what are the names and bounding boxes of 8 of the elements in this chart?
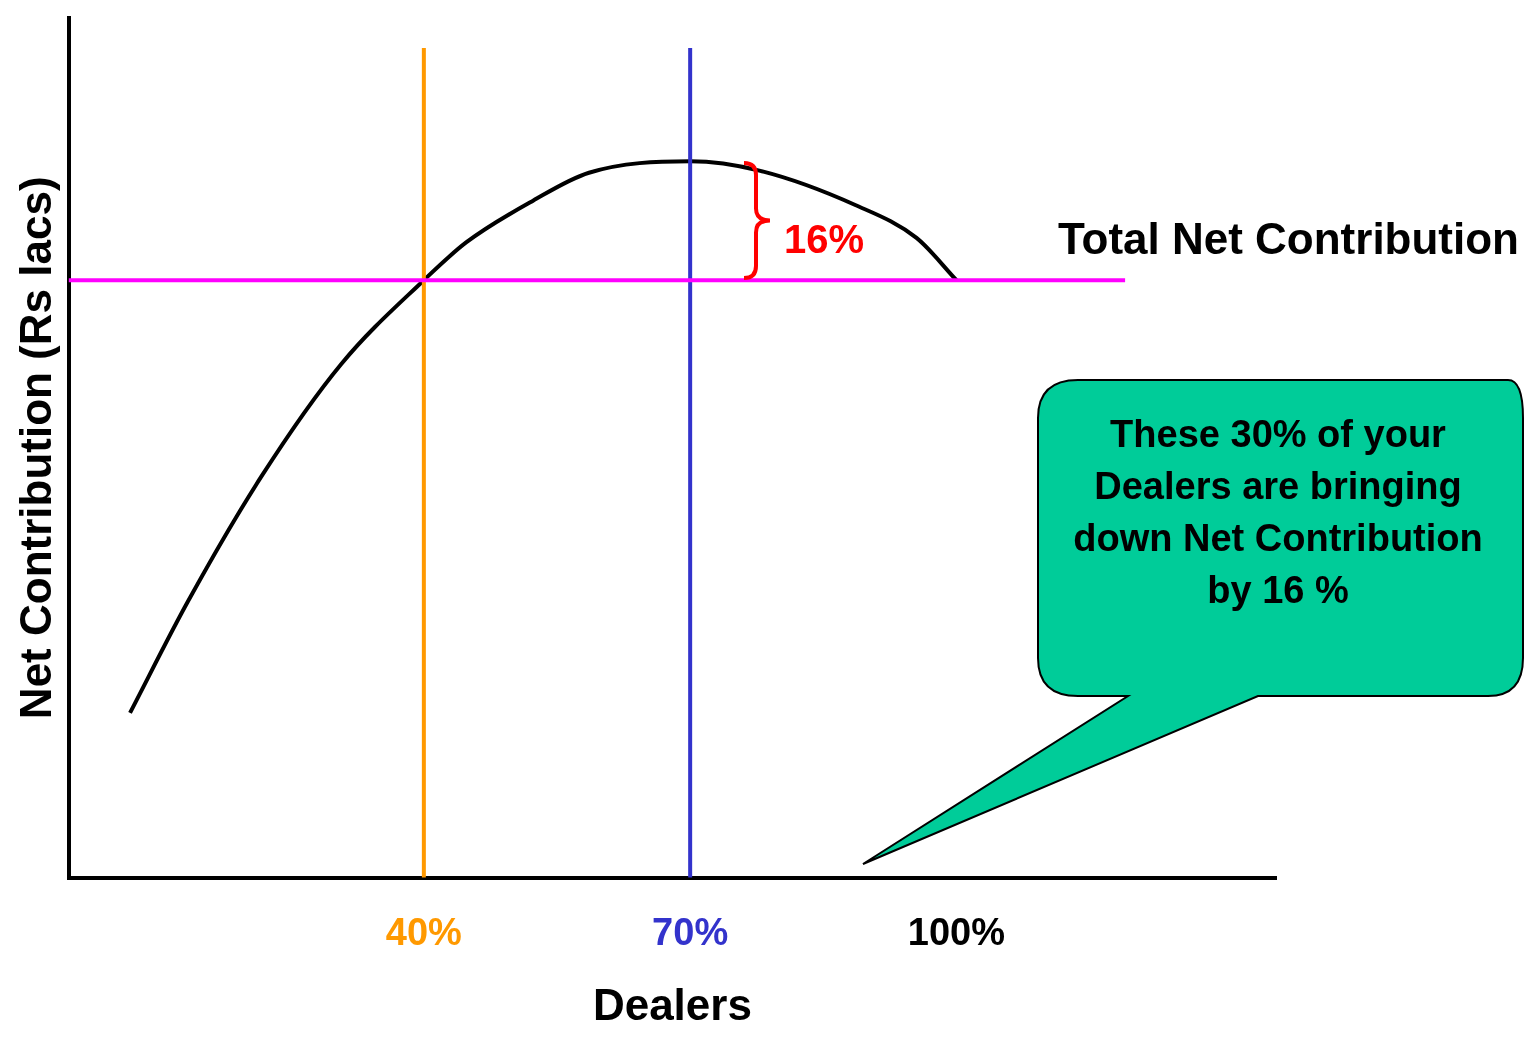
annotation: 16% (784, 216, 865, 261)
annotation: These 30% of your Dealers are bringing down Net Contribution by 16 % (1072, 412, 1484, 613)
x-tick-label: 100% (907, 910, 1006, 953)
x-tick-label: 70% (652, 910, 729, 953)
x-tick-label: 40% (385, 910, 462, 953)
ref-line-label: Total Net Contribution (1057, 214, 1519, 264)
x-axis-title: Dealers (592, 979, 752, 1029)
y-axis-title: Net Contribution (Rs lacs) (10, 176, 60, 720)
